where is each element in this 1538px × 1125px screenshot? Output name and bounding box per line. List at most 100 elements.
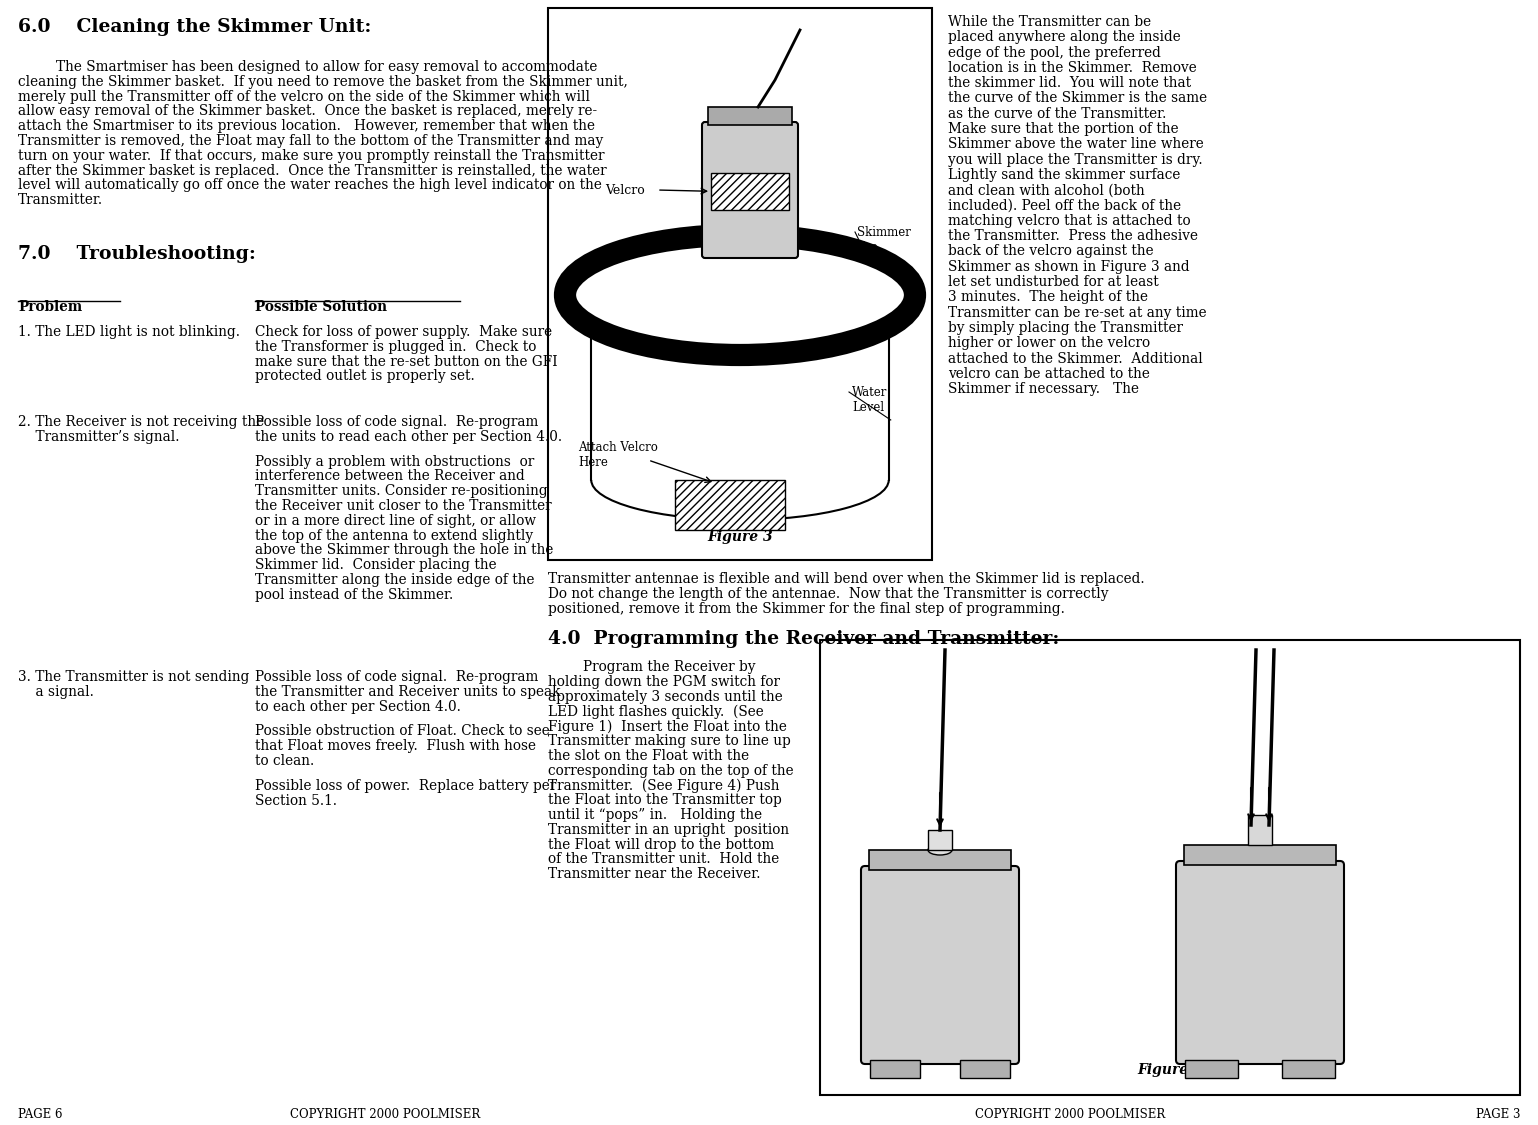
Text: holding down the PGM switch for: holding down the PGM switch for <box>548 675 780 688</box>
Text: level will automatically go off once the water reaches the high level indicator : level will automatically go off once the… <box>18 179 601 192</box>
Bar <box>820 640 1520 1095</box>
Bar <box>548 8 932 560</box>
Bar <box>1283 1060 1335 1078</box>
Text: make sure that the re-set button on the GFI: make sure that the re-set button on the … <box>255 354 558 369</box>
Text: that Float moves freely.  Flush with hose: that Float moves freely. Flush with hose <box>255 739 537 754</box>
Text: Transmitter in an upright  position: Transmitter in an upright position <box>548 822 789 837</box>
Text: above the Skimmer through the hole in the: above the Skimmer through the hole in th… <box>255 543 554 557</box>
Text: turn on your water.  If that occurs, make sure you promptly reinstall the Transm: turn on your water. If that occurs, make… <box>18 148 604 163</box>
Text: PAGE 6: PAGE 6 <box>18 1108 63 1120</box>
Text: included). Peel off the back of the: included). Peel off the back of the <box>947 199 1181 213</box>
Text: interference between the Receiver and: interference between the Receiver and <box>255 469 524 484</box>
Text: location is in the Skimmer.  Remove: location is in the Skimmer. Remove <box>947 61 1197 75</box>
Text: Skimmer if necessary.   The: Skimmer if necessary. The <box>947 382 1140 396</box>
Text: LED light flashes quickly.  (See: LED light flashes quickly. (See <box>548 704 764 719</box>
Text: Skimmer as shown in Figure 3 and: Skimmer as shown in Figure 3 and <box>947 260 1189 273</box>
Text: Lightly sand the skimmer surface: Lightly sand the skimmer surface <box>947 168 1180 182</box>
Text: Possibly a problem with obstructions  or: Possibly a problem with obstructions or <box>255 455 534 469</box>
Text: the top of the antenna to extend slightly: the top of the antenna to extend slightl… <box>255 529 534 542</box>
Text: after the Skimmer basket is replaced.  Once the Transmitter is reinstalled, the : after the Skimmer basket is replaced. On… <box>18 163 606 178</box>
Text: Attach Velcro
Here: Attach Velcro Here <box>578 441 658 469</box>
Text: higher or lower on the velcro: higher or lower on the velcro <box>947 336 1150 350</box>
Text: Possible Solution: Possible Solution <box>255 300 388 314</box>
Text: Transmitter is removed, the Float may fall to the bottom of the Transmitter and : Transmitter is removed, the Float may fa… <box>18 134 603 148</box>
Text: Do not change the length of the antennae.  Now that the Transmitter is correctly: Do not change the length of the antennae… <box>548 587 1109 601</box>
Text: Skimmer above the water line where: Skimmer above the water line where <box>947 137 1204 152</box>
Text: the Transmitter.  Press the adhesive: the Transmitter. Press the adhesive <box>947 229 1198 243</box>
Text: the curve of the Skimmer is the same: the curve of the Skimmer is the same <box>947 91 1207 106</box>
Text: Make sure that the portion of the: Make sure that the portion of the <box>947 123 1178 136</box>
Text: matching velcro that is attached to: matching velcro that is attached to <box>947 214 1190 228</box>
Text: Possible loss of power.  Replace battery per: Possible loss of power. Replace battery … <box>255 778 557 793</box>
Bar <box>711 173 789 209</box>
Text: by simply placing the Transmitter: by simply placing the Transmitter <box>947 321 1183 335</box>
Bar <box>675 480 784 530</box>
Text: as the curve of the Transmitter.: as the curve of the Transmitter. <box>947 107 1166 120</box>
Text: 3. The Transmitter is not sending: 3. The Transmitter is not sending <box>18 670 249 684</box>
Text: let set undisturbed for at least: let set undisturbed for at least <box>947 276 1158 289</box>
FancyBboxPatch shape <box>1177 861 1344 1064</box>
Text: Transmitter along the inside edge of the: Transmitter along the inside edge of the <box>255 573 535 587</box>
Text: Skimmer
Top: Skimmer Top <box>857 226 910 254</box>
Text: you will place the Transmitter is dry.: you will place the Transmitter is dry. <box>947 153 1203 166</box>
Text: the Float will drop to the bottom: the Float will drop to the bottom <box>548 838 774 852</box>
Text: velcro can be attached to the: velcro can be attached to the <box>947 367 1150 381</box>
Text: Transmitter making sure to line up: Transmitter making sure to line up <box>548 734 791 748</box>
Text: edge of the pool, the preferred: edge of the pool, the preferred <box>947 46 1161 60</box>
Text: COPYRIGHT 2000 POOLMISER: COPYRIGHT 2000 POOLMISER <box>975 1108 1166 1120</box>
Text: the slot on the Float with the: the slot on the Float with the <box>548 749 749 763</box>
Bar <box>1184 845 1337 865</box>
Text: 1. The LED light is not blinking.: 1. The LED light is not blinking. <box>18 325 240 339</box>
Text: Problem: Problem <box>18 300 82 314</box>
Text: Check for loss of power supply.  Make sure: Check for loss of power supply. Make sur… <box>255 325 552 339</box>
Ellipse shape <box>564 235 915 356</box>
Text: positioned, remove it from the Skimmer for the final step of programming.: positioned, remove it from the Skimmer f… <box>548 602 1064 615</box>
Text: Transmitter.: Transmitter. <box>18 193 103 207</box>
FancyBboxPatch shape <box>861 866 1020 1064</box>
Ellipse shape <box>927 845 952 855</box>
Bar <box>871 1060 920 1078</box>
Bar <box>1247 814 1272 845</box>
Bar <box>707 107 792 125</box>
Text: The Smartmiser has been designed to allow for easy removal to accommodate: The Smartmiser has been designed to allo… <box>55 60 597 74</box>
Text: 6.0    Cleaning the Skimmer Unit:: 6.0 Cleaning the Skimmer Unit: <box>18 18 371 36</box>
Text: Transmitter near the Receiver.: Transmitter near the Receiver. <box>548 867 760 881</box>
Text: the Float into the Transmitter top: the Float into the Transmitter top <box>548 793 781 808</box>
Text: PAGE 3: PAGE 3 <box>1475 1108 1520 1120</box>
Text: merely pull the Transmitter off of the velcro on the side of the Skimmer which w: merely pull the Transmitter off of the v… <box>18 90 591 104</box>
Text: Section 5.1.: Section 5.1. <box>255 793 337 808</box>
Text: 2. The Receiver is not receiving the: 2. The Receiver is not receiving the <box>18 415 265 429</box>
Text: placed anywhere along the inside: placed anywhere along the inside <box>947 30 1181 44</box>
FancyBboxPatch shape <box>701 122 798 258</box>
Text: attach the Smartmiser to its previous location.   However, remember that when th: attach the Smartmiser to its previous lo… <box>18 119 595 133</box>
Text: Velcro: Velcro <box>604 183 644 197</box>
Text: 4.0  Programming the Receiver and Transmitter:: 4.0 Programming the Receiver and Transmi… <box>548 630 1060 648</box>
Text: the units to read each other per Section 4.0.: the units to read each other per Section… <box>255 430 561 443</box>
Text: Figure 1)  Insert the Float into the: Figure 1) Insert the Float into the <box>548 719 787 734</box>
Text: attached to the Skimmer.  Additional: attached to the Skimmer. Additional <box>947 352 1203 366</box>
Text: Figure 4: Figure 4 <box>1137 1063 1203 1077</box>
Text: Skimmer lid.  Consider placing the: Skimmer lid. Consider placing the <box>255 558 497 573</box>
Text: the Transmitter and Receiver units to speak: the Transmitter and Receiver units to sp… <box>255 685 560 699</box>
Text: Water
Level: Water Level <box>852 386 887 414</box>
Text: the Transformer is plugged in.  Check to: the Transformer is plugged in. Check to <box>255 340 537 353</box>
Text: Transmitter antennae is flexible and will bend over when the Skimmer lid is repl: Transmitter antennae is flexible and wil… <box>548 572 1144 586</box>
Text: Figure 3: Figure 3 <box>707 530 772 544</box>
Text: corresponding tab on the top of the: corresponding tab on the top of the <box>548 764 794 777</box>
Text: to clean.: to clean. <box>255 754 314 768</box>
Text: While the Transmitter can be: While the Transmitter can be <box>947 15 1150 29</box>
Text: the skimmer lid.  You will note that: the skimmer lid. You will note that <box>947 76 1190 90</box>
Text: Transmitter units. Consider re-positioning: Transmitter units. Consider re-positioni… <box>255 484 548 498</box>
Text: until it “pops” in.   Holding the: until it “pops” in. Holding the <box>548 808 763 822</box>
Text: of the Transmitter unit.  Hold the: of the Transmitter unit. Hold the <box>548 853 780 866</box>
Text: 3 minutes.  The height of the: 3 minutes. The height of the <box>947 290 1147 305</box>
Text: 7.0    Troubleshooting:: 7.0 Troubleshooting: <box>18 245 255 263</box>
Text: Transmitter.  (See Figure 4) Push: Transmitter. (See Figure 4) Push <box>548 778 780 793</box>
Bar <box>927 830 952 850</box>
Text: a signal.: a signal. <box>18 685 94 699</box>
Text: allow easy removal of the Skimmer basket.  Once the basket is replaced, merely r: allow easy removal of the Skimmer basket… <box>18 105 597 118</box>
Bar <box>1184 1060 1238 1078</box>
Text: the Receiver unit closer to the Transmitter: the Receiver unit closer to the Transmit… <box>255 500 552 513</box>
Text: Possible loss of code signal.  Re-program: Possible loss of code signal. Re-program <box>255 670 538 684</box>
Text: pool instead of the Skimmer.: pool instead of the Skimmer. <box>255 587 454 602</box>
